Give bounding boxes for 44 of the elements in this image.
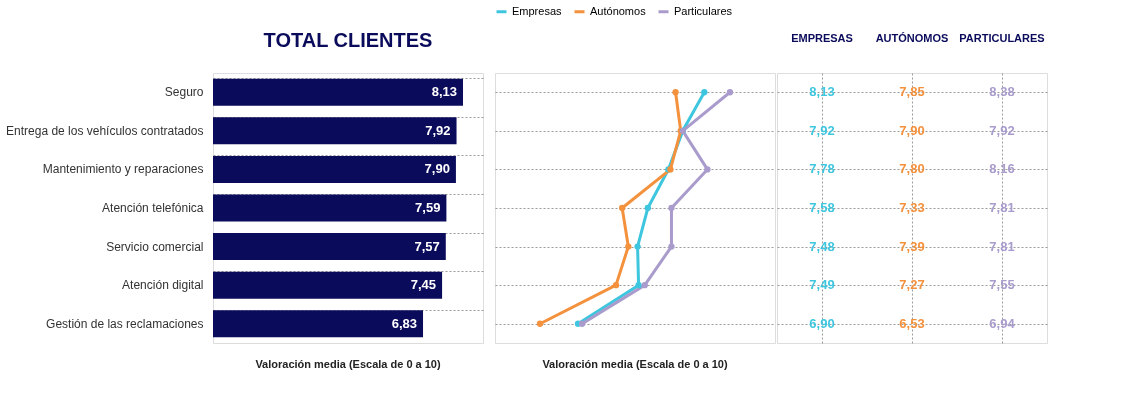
legend-label: Particulares	[674, 4, 733, 17]
data-label: 7,39	[899, 238, 925, 254]
data-label: 7,80	[899, 161, 925, 177]
data-label: 7,58	[809, 200, 835, 215]
text: Valoración media (Escala de 0 a 10)	[255, 358, 441, 370]
data-label: 8,13	[809, 84, 835, 100]
data-label: 8,16	[989, 161, 1015, 177]
data-label: 7,81	[989, 238, 1015, 254]
data-label: 7,27	[899, 277, 925, 293]
data-label: 7,81	[989, 200, 1015, 215]
y-tick-label: Atención digital	[122, 278, 204, 293]
text: Valoración media (Escala de 0 a 10)	[542, 358, 728, 370]
data-label: 7,90	[424, 161, 450, 177]
data-label: 6,90	[809, 315, 835, 331]
data-label: 7,57	[414, 238, 440, 254]
data-label: 7,33	[899, 200, 925, 215]
text: EMPRESAS	[791, 32, 853, 44]
y-tick-label: Entrega de los vehículos contratados	[6, 123, 204, 138]
y-tick-label: Seguro	[164, 85, 204, 100]
data-label: 7,85	[899, 84, 925, 100]
y-tick-label: Atención telefónica	[102, 201, 204, 215]
y-tick-label: Mantenimiento y reparaciones	[42, 162, 204, 177]
y-tick-label: Servicio comercial	[106, 239, 204, 254]
legend-label: Autónomos	[590, 4, 647, 17]
data-label: 6,53	[899, 315, 925, 331]
data-label: 7,49	[809, 277, 835, 293]
data-label: 8,38	[989, 84, 1015, 100]
data-label: 8,13	[431, 84, 457, 100]
data-label: 7,92	[425, 122, 451, 138]
data-label: 7,92	[809, 122, 835, 138]
legend-label: Empresas	[512, 4, 563, 17]
data-label: 6,94	[989, 315, 1016, 331]
data-label: 7,78	[809, 161, 835, 177]
data-label: 7,92	[989, 122, 1015, 138]
text: AUTÓNOMOS	[875, 32, 949, 44]
data-label: 7,55	[989, 277, 1015, 293]
data-label: 7,90	[899, 122, 925, 138]
data-label: 7,59	[415, 200, 441, 215]
data-label: 7,48	[809, 238, 835, 254]
data-label: 6,83	[391, 315, 418, 331]
chart-title: TOTAL CLIENTES	[263, 29, 433, 51]
text: PARTICULARES	[959, 32, 1045, 44]
data-label: 7,45	[410, 277, 437, 293]
y-tick-label: Gestión de las reclamaciones	[46, 316, 204, 331]
